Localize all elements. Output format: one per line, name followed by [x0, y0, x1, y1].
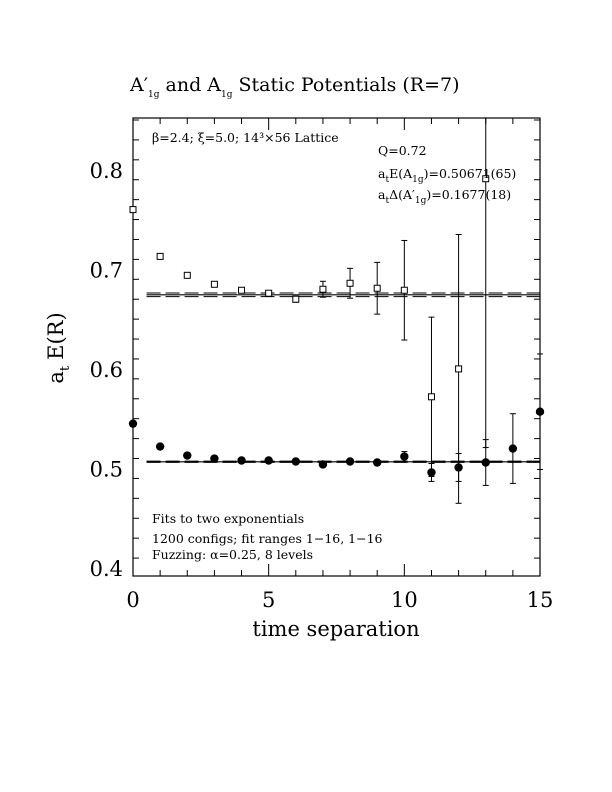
x-tick-label: 15: [527, 588, 554, 612]
energy-sub-t: t: [385, 175, 389, 185]
annotation-fits: Fits to two exponentials: [152, 511, 304, 526]
data-point-circle: [508, 444, 518, 453]
gap-prefix: a: [378, 187, 386, 202]
annotation-fuzzing: Fuzzing: α=0.25, 8 levels: [152, 547, 313, 562]
data-point-circle: [454, 463, 463, 472]
energy-value: )=0.50671(65): [424, 166, 517, 181]
data-point-square: [129, 206, 137, 214]
plot-frame: [132, 117, 541, 577]
y-tick-label: 0.4: [90, 557, 123, 581]
data-point-circle: [535, 407, 545, 416]
gap-value: )=0.1677(18): [426, 187, 511, 202]
data-point-square: [183, 271, 191, 279]
y-axis-label: at E(R): [44, 312, 73, 383]
annotation-energy: atE(A1g)=0.50671(65): [378, 166, 516, 185]
title-sub-1: 1g: [148, 90, 160, 100]
data-point-square: [156, 252, 164, 260]
data-point-circle: [210, 454, 219, 463]
annotation-gap: atΔ(A′1g)=0.1677(18): [378, 187, 511, 206]
data-point-square: [373, 284, 381, 292]
data-point-circle: [183, 451, 192, 460]
data-points: [128, 118, 545, 504]
x-tick-label: 5: [262, 588, 275, 612]
x-axis-label: time separation: [252, 617, 419, 641]
data-point-square: [292, 295, 300, 303]
data-point-circle: [318, 460, 328, 469]
y-tick-label: 0.6: [90, 358, 123, 382]
data-point-square: [319, 285, 327, 293]
y-label-a: a: [44, 371, 68, 384]
data-point-square: [346, 279, 354, 287]
y-tick-label: 0.5: [90, 457, 123, 481]
axes: 0 5 10 15 0.4 0.5 0.6 0.7 0.8: [90, 117, 554, 612]
data-point-circle: [427, 468, 436, 477]
title-sub-2: 1g: [221, 90, 233, 100]
title-rest: Static Potentials (R=7): [239, 74, 460, 96]
gap-mid: Δ(A′: [389, 187, 415, 202]
data-point-circle: [400, 452, 409, 461]
gap-sub: 1g: [415, 196, 427, 206]
data-point-circle: [291, 457, 300, 466]
y-label-sub: t: [58, 365, 73, 371]
data-point-square: [210, 280, 218, 288]
data-point-square: [238, 286, 246, 294]
energy-sub: 1g: [412, 175, 424, 185]
x-tick-label: 0: [126, 588, 139, 612]
energy-mid: E(A: [389, 166, 413, 181]
data-point-circle: [481, 458, 490, 467]
y-tick-label: 0.8: [90, 159, 123, 183]
chart-title: A′1g and A1g Static Potentials (R=7): [129, 74, 460, 100]
y-tick-label: 0.7: [90, 258, 123, 282]
title-a: A: [206, 74, 221, 96]
energy-prefix: a: [378, 166, 386, 181]
title-and: and: [166, 74, 202, 96]
annotation-lattice: β=2.4; ξ=5.0; 14³×56 Lattice: [152, 130, 339, 145]
data-point-square: [482, 175, 490, 183]
x-tick-label: 10: [391, 588, 418, 612]
data-point-circle: [237, 456, 246, 465]
data-point-square: [455, 365, 463, 373]
data-point-circle: [155, 442, 165, 451]
data-point-square: [427, 393, 435, 401]
fit-lines: [146, 292, 540, 463]
title-a-prime: A′: [129, 74, 148, 96]
data-point-square: [265, 289, 273, 297]
annotation-q: Q=0.72: [378, 143, 427, 158]
annotation-configs: 1200 configs; fit ranges 1−16, 1−16: [152, 531, 383, 546]
gap-sub-t: t: [385, 196, 389, 206]
data-point-square: [400, 286, 408, 294]
y-label-rest: E(R): [44, 312, 68, 360]
data-point-circle: [345, 457, 355, 466]
data-point-circle: [128, 419, 138, 428]
data-point-circle: [373, 458, 382, 467]
data-point-circle: [264, 456, 273, 465]
